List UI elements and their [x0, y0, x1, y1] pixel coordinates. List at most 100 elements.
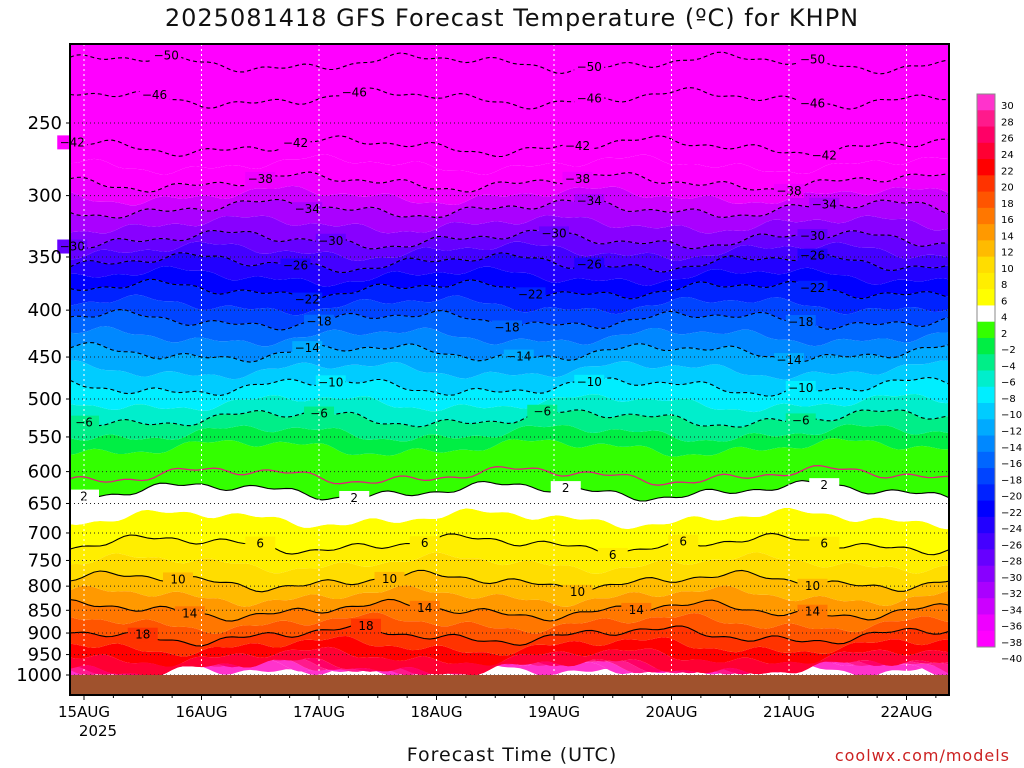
y-tick-label: 400: [28, 300, 62, 321]
ground-surface: [70, 675, 949, 695]
colorbar-swatch: [977, 451, 995, 469]
grid-lines: [70, 44, 949, 695]
temp-band--20-to--18: [70, 294, 949, 331]
y-tick-label: 450: [28, 347, 62, 368]
contour-label-bg: [785, 315, 816, 330]
contour-label: −30: [541, 226, 566, 240]
contour-label-bg: [315, 375, 346, 390]
contour-label-bg: [280, 135, 311, 150]
colorbar-swatch: [977, 549, 995, 567]
x-tick-label: 17AUG: [293, 703, 345, 721]
temp-band--4-to--2: [70, 424, 949, 457]
contour-label: −38: [248, 172, 273, 186]
x-tick-year: 2025: [79, 722, 117, 740]
temp-band--30-to--28: [70, 230, 949, 261]
colorbar-label: −6: [1001, 378, 1016, 389]
contour-label-bg: [785, 413, 816, 428]
contour--38: [70, 171, 949, 193]
temp-band-16-to-18: [70, 612, 949, 646]
contour-label: −6: [533, 405, 551, 419]
contour-label-bg: [574, 59, 605, 74]
y-tick-label: 700: [28, 523, 62, 544]
y-tick-label: 900: [28, 623, 62, 644]
contour-label-bg: [597, 547, 628, 562]
contour-label-bg: [550, 481, 581, 496]
contour-label: −26: [800, 249, 825, 263]
contour-label: 18: [135, 628, 150, 642]
colorbar-label: −2: [1001, 345, 1016, 356]
colorbar-swatch: [977, 191, 995, 209]
temp-band--2-to-2: [70, 438, 949, 501]
contour-label-bg: [797, 578, 828, 593]
freezing-line: [70, 464, 949, 486]
contour-label: −10: [318, 375, 343, 389]
contour-label: 2: [350, 491, 358, 505]
colorbar-swatch: [977, 207, 995, 225]
temp-band--34-to--32: [70, 199, 949, 234]
contour-label-bg: [151, 48, 182, 63]
contour-6: [70, 532, 949, 556]
contour-label: −34: [295, 202, 320, 216]
contour-label-bg: [809, 478, 840, 493]
colorbar-label: 8: [1001, 280, 1007, 291]
contour-label: 18: [358, 619, 373, 633]
temp-band--10-to--8: [70, 377, 949, 413]
temp-band-6-to-8: [70, 533, 949, 574]
temp-band-8-to-10: [70, 552, 949, 593]
contour-label-bg: [245, 171, 276, 186]
colorbar-swatch: [977, 500, 995, 518]
contour-label-bg: [280, 258, 311, 273]
y-tick-label: 800: [28, 576, 62, 597]
contour-label-bg: [57, 135, 88, 150]
colorbar-swatch: [977, 337, 995, 355]
x-tick-label: 21AUG: [763, 703, 815, 721]
colorbar-label: −24: [1001, 524, 1022, 535]
temp-band--24-to--22: [70, 266, 949, 300]
credit-link[interactable]: coolwx.com/models: [834, 746, 1010, 765]
x-tick-label: 15AUG: [58, 703, 110, 721]
x-tick-label: 19AUG: [528, 703, 580, 721]
contour-label-bg: [809, 536, 840, 551]
y-tick-label: 850: [28, 600, 62, 621]
contour-label: −42: [812, 149, 837, 163]
contour-label-bg: [574, 194, 605, 209]
temp-band-30-to-40: [70, 656, 949, 678]
contour-label: 6: [421, 536, 429, 550]
contour-label-bg: [351, 618, 381, 633]
contour-label-bg: [809, 148, 840, 163]
contour-label-bg: [339, 490, 370, 505]
contour-label: −42: [565, 139, 590, 153]
temp-band--12-to--10: [70, 360, 949, 396]
colorbar-label: −16: [1001, 459, 1022, 470]
colorbar-label: −4: [1001, 361, 1016, 372]
temp-band--6-to--4: [70, 409, 949, 442]
colorbar-swatch: [977, 354, 995, 371]
contour-label-bg: [315, 233, 346, 248]
contour-label: 2: [562, 481, 570, 495]
contour-label: −18: [788, 315, 813, 329]
colorbar-label: 14: [1001, 231, 1014, 242]
temp-band--26-to--24: [70, 252, 949, 287]
contour-label: −22: [800, 281, 825, 295]
x-tick-label: 20AUG: [646, 703, 698, 721]
colorbar-label: 28: [1001, 117, 1014, 128]
colorbar-swatch: [977, 256, 995, 274]
contour-label: −10: [788, 381, 813, 395]
colorbar-swatch: [977, 435, 995, 453]
colorbar-swatch: [977, 142, 995, 160]
colorbar-swatch: [977, 240, 995, 258]
colorbar-swatch: [977, 468, 995, 485]
colorbar-swatch: [977, 598, 995, 615]
colorbar: 30 28 26 24 22 20 18 16 14 12 10 8 6 4 2 −2 −4 −6 −8 −10 −12…: [976, 93, 1022, 665]
contour-label: −18: [494, 320, 519, 334]
colorbar-label: −26: [1001, 540, 1022, 551]
contour-label: 10: [805, 579, 820, 593]
contour-label-bg: [69, 489, 99, 504]
colorbar-swatch: [977, 533, 995, 550]
colorbar-swatch: [977, 94, 995, 111]
contour-label-bg: [574, 257, 605, 272]
contour-label-bg: [562, 138, 593, 153]
contour-label: −6: [310, 407, 328, 421]
contour-label: −46: [800, 97, 825, 111]
colorbar-swatch: [977, 516, 995, 534]
